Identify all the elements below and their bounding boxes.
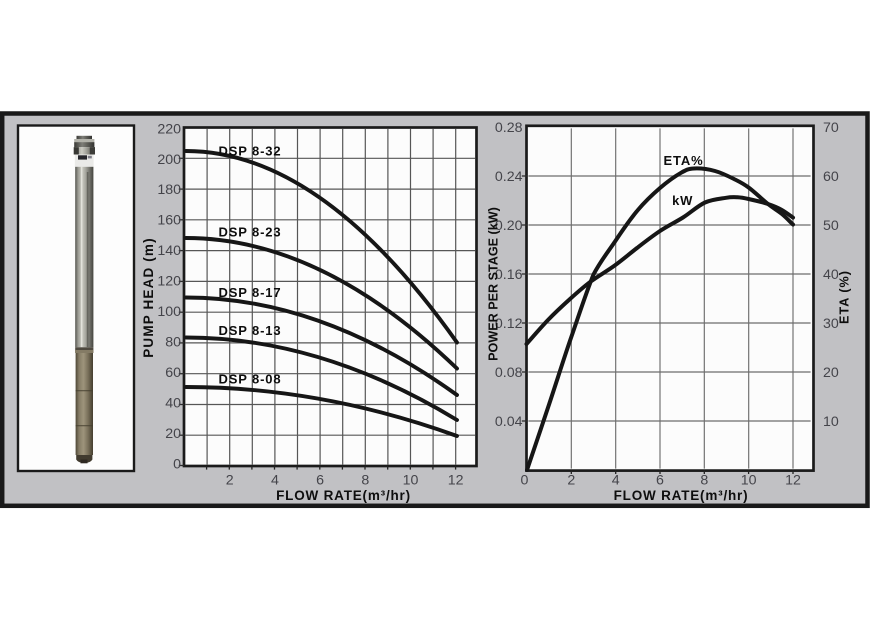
svg-text:40: 40 bbox=[165, 395, 181, 411]
svg-text:10: 10 bbox=[403, 472, 419, 488]
svg-text:70: 70 bbox=[823, 120, 839, 136]
svg-text:2: 2 bbox=[226, 472, 234, 488]
svg-text:60: 60 bbox=[823, 169, 839, 185]
svg-text:DSP 8-32: DSP 8-32 bbox=[219, 144, 282, 159]
svg-text:50: 50 bbox=[823, 218, 839, 234]
svg-text:60: 60 bbox=[165, 365, 181, 381]
svg-text:PUMP HEAD (m): PUMP HEAD (m) bbox=[141, 237, 156, 357]
svg-text:DSP 8-13: DSP 8-13 bbox=[219, 323, 282, 338]
svg-text:40: 40 bbox=[823, 267, 839, 283]
svg-text:POWER PER STAGE (kW): POWER PER STAGE (kW) bbox=[487, 207, 501, 361]
svg-text:ETA (%): ETA (%) bbox=[838, 270, 852, 324]
svg-text:220: 220 bbox=[157, 121, 181, 137]
svg-text:DSP 8-08: DSP 8-08 bbox=[219, 372, 282, 387]
svg-text:6: 6 bbox=[316, 472, 324, 488]
svg-text:0.20: 0.20 bbox=[495, 218, 523, 234]
svg-text:0.04: 0.04 bbox=[495, 414, 523, 430]
svg-text:180: 180 bbox=[157, 182, 181, 198]
svg-text:8: 8 bbox=[700, 472, 708, 488]
svg-text:0.08: 0.08 bbox=[495, 365, 523, 381]
svg-text:DSP 8-23: DSP 8-23 bbox=[219, 225, 282, 240]
svg-text:4: 4 bbox=[271, 472, 279, 488]
svg-text:2: 2 bbox=[567, 472, 575, 488]
svg-text:FLOW RATE(m³/hr): FLOW RATE(m³/hr) bbox=[276, 488, 411, 503]
svg-text:ETA%: ETA% bbox=[664, 153, 704, 168]
svg-text:0.12: 0.12 bbox=[495, 316, 523, 332]
svg-text:160: 160 bbox=[157, 213, 181, 229]
svg-text:kW: kW bbox=[672, 193, 693, 208]
svg-text:8: 8 bbox=[361, 472, 369, 488]
svg-text:100: 100 bbox=[157, 304, 181, 320]
svg-text:6: 6 bbox=[656, 472, 664, 488]
svg-text:140: 140 bbox=[157, 243, 181, 259]
svg-text:30: 30 bbox=[823, 316, 839, 332]
svg-text:80: 80 bbox=[165, 335, 181, 351]
svg-text:120: 120 bbox=[157, 274, 181, 290]
svg-text:4: 4 bbox=[612, 472, 620, 488]
svg-text:0.28: 0.28 bbox=[495, 120, 523, 136]
svg-text:FLOW RATE(m³/hr): FLOW RATE(m³/hr) bbox=[614, 488, 749, 503]
svg-text:200: 200 bbox=[157, 152, 181, 168]
svg-text:20: 20 bbox=[165, 426, 181, 442]
svg-text:12: 12 bbox=[785, 472, 801, 488]
svg-text:DSP 8-17: DSP 8-17 bbox=[219, 285, 282, 300]
svg-text:10: 10 bbox=[741, 472, 757, 488]
svg-text:10: 10 bbox=[823, 414, 839, 430]
svg-text:0: 0 bbox=[521, 472, 529, 488]
svg-text:12: 12 bbox=[448, 472, 464, 488]
svg-text:0: 0 bbox=[173, 456, 181, 472]
svg-text:0.16: 0.16 bbox=[495, 267, 523, 283]
svg-text:20: 20 bbox=[823, 365, 839, 381]
svg-text:0.24: 0.24 bbox=[495, 169, 523, 185]
